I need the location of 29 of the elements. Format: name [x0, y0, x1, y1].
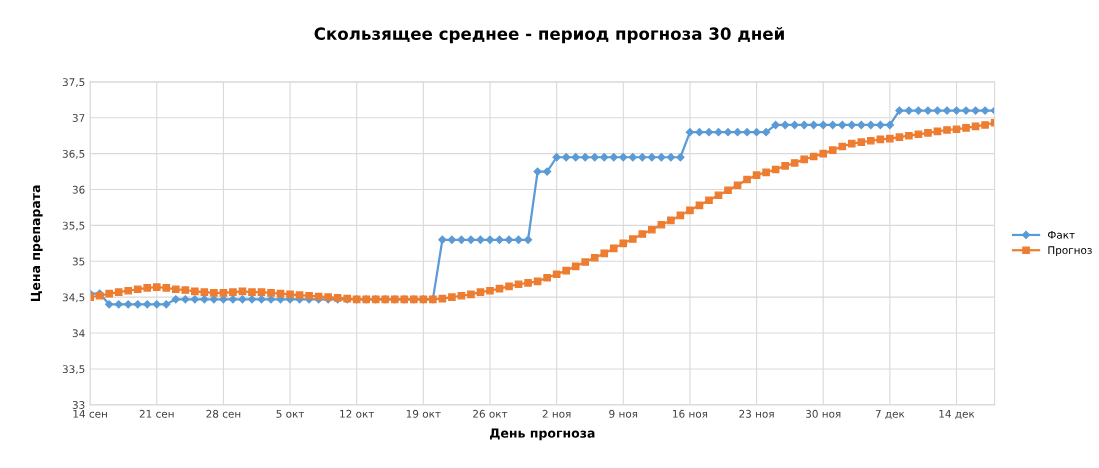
x-tick-label: 2 ноя [542, 409, 571, 418]
x-tick-label: 5 окт [276, 410, 305, 418]
x-tick-label: 14 дек [939, 410, 975, 420]
chart-title: Скользящее среднее - период прогноза 30 дней [314, 27, 784, 44]
x-tick-label: 28 сен [206, 409, 241, 418]
y-tick-label: 34 [72, 329, 85, 338]
x-tick-label: 14 сен [73, 410, 107, 418]
x-tick-label: 9 ноя [609, 409, 638, 418]
x-axis-title: День прогноза [490, 428, 595, 441]
y-tick-label: 33,5 [62, 365, 85, 375]
legend-label: Прогноз [1048, 246, 1092, 257]
y-tick-label: 35 [72, 257, 85, 266]
y-tick-label: 36,5 [62, 149, 85, 159]
y-tick-label: 37,5 [62, 78, 85, 88]
y-tick-label: 36 [72, 185, 85, 194]
x-tick-label: 26 окт [473, 409, 508, 418]
y-tick-label: 37 [72, 114, 85, 122]
y-tick-label: 33 [72, 401, 85, 409]
x-tick-label: 21 сен [139, 409, 174, 418]
x-tick-label: 16 ноя [673, 409, 708, 418]
x-tick-label: 7 дек [875, 410, 905, 420]
y-axis-title: Цена препарата [30, 185, 43, 302]
x-tick-label: 30 ноя [806, 409, 841, 418]
y-tick-label: 34,5 [62, 293, 85, 303]
x-tick-label: 23 ноя [739, 409, 774, 418]
legend-label: Факт [1048, 231, 1075, 239]
y-tick-label: 35,5 [62, 221, 85, 231]
x-tick-label: 12 окт [340, 409, 375, 418]
x-tick-label: 19 окт [406, 409, 441, 418]
